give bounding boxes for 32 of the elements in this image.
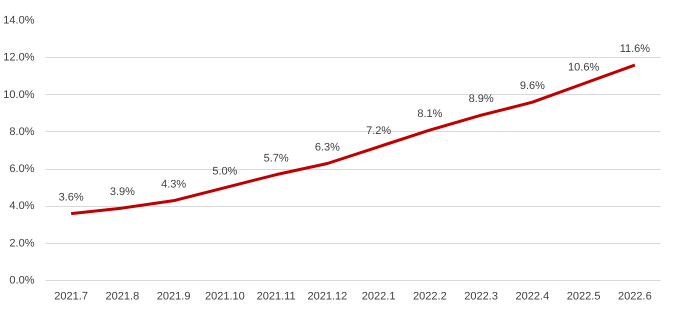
data-label: 10.6%: [568, 62, 600, 74]
y-tick-label: 12.0%: [3, 52, 35, 64]
data-label: 6.3%: [314, 142, 340, 154]
x-tick-label: 2022.6: [618, 290, 652, 302]
x-tick-label: 2021.10: [204, 290, 245, 302]
x-tick-label: 2021.11: [256, 290, 296, 302]
data-label: 11.6%: [620, 43, 650, 56]
y-tick-label: 10.0%: [3, 88, 35, 101]
x-tick-label: 2022.2: [413, 290, 447, 302]
x-tick-label: 2021.9: [156, 290, 190, 302]
y-tick-label: 8.0%: [9, 126, 35, 138]
data-label: 3.9%: [110, 186, 136, 198]
x-tick-label: 2022.5: [566, 290, 600, 302]
data-label: 5.0%: [212, 166, 238, 178]
y-tick-label: 4.0%: [9, 200, 35, 212]
data-label: 3.6%: [58, 192, 84, 204]
x-tick-label: 2022.4: [516, 290, 550, 302]
data-label: 5.7%: [264, 152, 289, 165]
y-tick-label: 2.0%: [9, 237, 35, 250]
y-tick-label: 14.0%: [3, 14, 35, 26]
y-tick-label: 6.0%: [9, 163, 35, 176]
data-label: 8.1%: [417, 108, 443, 120]
x-tick-label: 2021.7: [54, 290, 88, 302]
data-label: 7.2%: [366, 124, 392, 137]
data-label: 8.9%: [468, 93, 494, 106]
y-tick-label: 0.0%: [9, 274, 35, 286]
data-label: 9.6%: [520, 80, 546, 92]
x-tick-label: 2022.3: [464, 290, 498, 302]
x-tick-label: 2021.8: [106, 290, 140, 302]
x-tick-label: 2021.12: [307, 290, 348, 302]
data-label: 4.3%: [161, 178, 186, 191]
x-tick-label: 2022.1: [362, 290, 396, 302]
